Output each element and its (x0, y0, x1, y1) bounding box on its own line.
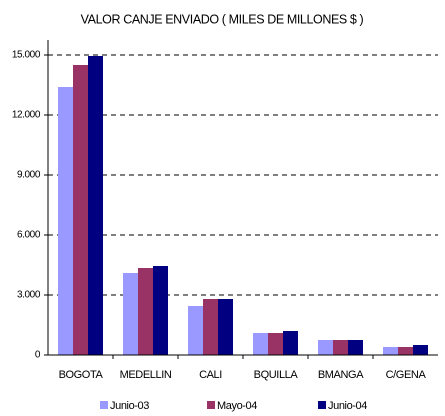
bar (318, 340, 333, 355)
bar (123, 273, 138, 355)
bar (283, 331, 298, 355)
x-tick-label: CALI (199, 369, 222, 381)
bar (58, 87, 73, 355)
bar (218, 299, 233, 355)
y-tick-label: 0 (35, 350, 41, 361)
legend-swatch (318, 401, 326, 409)
legend-label: Junio-04 (328, 400, 367, 412)
bar (348, 340, 363, 355)
y-tick-label: 9.000 (17, 170, 41, 181)
chart-title: VALOR CANJE ENVIADO ( MILES DE MILLONES … (81, 12, 364, 26)
legend-label: Mayo-04 (217, 400, 257, 412)
bar (383, 347, 398, 355)
bar (153, 266, 168, 355)
bar (188, 306, 203, 355)
y-tick-label: 3.000 (17, 290, 41, 301)
bar (138, 268, 153, 355)
y-tick-label: 15.000 (12, 50, 41, 61)
bar (268, 333, 283, 355)
x-tick-label: BOGOTA (59, 369, 104, 381)
bar (333, 340, 348, 355)
bar (203, 299, 218, 355)
bar (88, 56, 103, 355)
bar (253, 333, 268, 355)
x-tick-label: MEDELLIN (120, 369, 172, 381)
x-tick-label: BQUILLA (254, 369, 299, 381)
bar (413, 345, 428, 355)
legend-swatch (207, 401, 215, 409)
y-tick-label: 6.000 (17, 230, 41, 241)
y-tick-label: 12.000 (12, 110, 41, 121)
bar (73, 65, 88, 355)
bar (398, 347, 413, 355)
x-tick-label: BMANGA (318, 369, 364, 381)
legend-swatch (100, 401, 108, 409)
legend-label: Junio-03 (110, 400, 149, 412)
x-tick-label: C/GENA (386, 369, 427, 381)
